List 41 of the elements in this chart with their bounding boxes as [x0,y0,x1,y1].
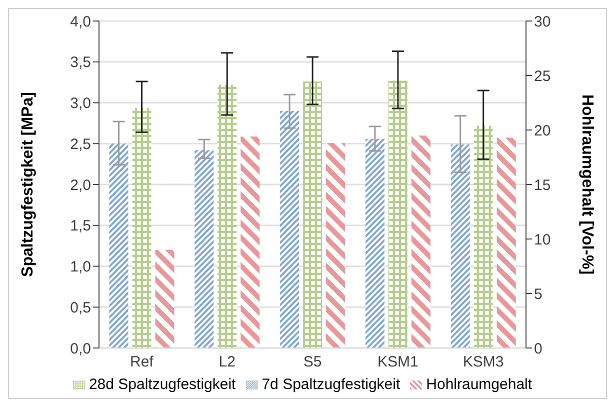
bar [326,143,346,348]
y-tick-label: 4,0 [70,13,91,30]
bar [109,144,128,348]
bar [303,81,322,348]
y-tick-label: 0,0 [70,340,91,358]
y-tick-label: 2,0 [70,176,91,194]
bar [365,138,384,348]
y2-tick-label: 20 [534,122,551,140]
y2-tick-label: 15 [534,176,551,194]
y2-axis-title: Hohlraumgehalt [Vol-%] [578,94,596,275]
y-tick-label: 1,0 [70,258,91,276]
y-tick-label: 0,5 [70,299,91,316]
bar [155,250,174,348]
y2-tick-label: 0 [534,340,542,358]
bar [218,84,237,348]
bar [450,144,470,348]
bar [280,110,300,348]
bar [240,136,260,348]
bar [474,126,493,348]
legend-label: 7d Spaltzugfestigkeit [262,376,400,393]
x-tick-label: KSM3 [462,354,504,371]
bar [496,138,516,348]
x-tick-label: L2 [218,354,236,371]
y-axis-title: Spaltzugfestigkeit [MPa] [20,92,37,277]
y-tick-label: 2,5 [70,136,91,153]
y-tick-label: 1,5 [70,218,91,235]
y2-tick-label: 30 [534,13,551,30]
y2-tick-label: 25 [534,68,551,85]
x-tick-label: S5 [303,354,322,371]
bar [194,150,214,348]
legend-label: Hohlraumgehalt [426,376,532,393]
bar [388,80,408,348]
y-tick-label: 3,0 [70,95,91,112]
x-tick-label: Ref [130,354,154,371]
y2-tick-label: 10 [534,231,551,248]
y2-tick-label: 5 [534,286,542,303]
bar [411,135,430,348]
legend-label: 28d Spaltzugfestigkeit [88,376,236,393]
x-tick-label: KSM1 [377,354,418,371]
bar [132,108,152,348]
y-tick-label: 3,5 [70,54,91,72]
